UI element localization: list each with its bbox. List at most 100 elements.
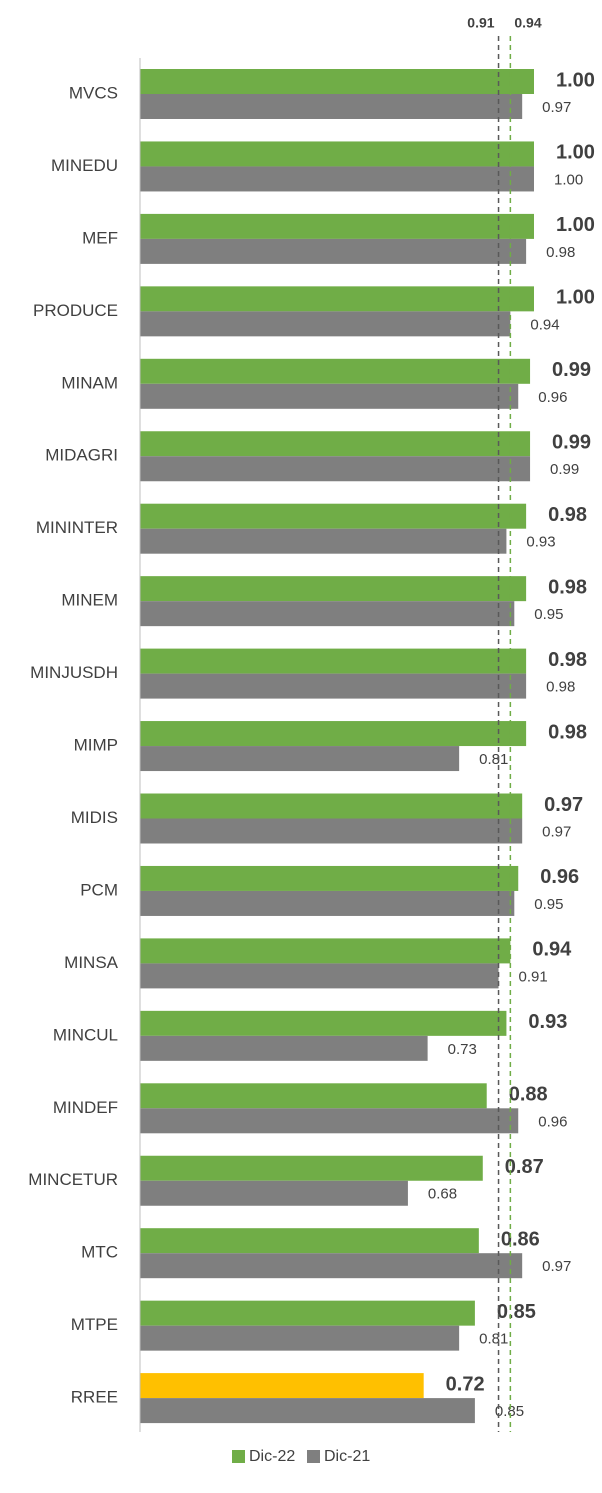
bar bbox=[140, 1325, 460, 1351]
value-label: 0.72 bbox=[446, 1373, 485, 1395]
reference-label: 0.94 bbox=[514, 15, 541, 31]
category-label: MINDEF bbox=[53, 1098, 118, 1117]
value-label: 0.87 bbox=[505, 1156, 544, 1178]
bar bbox=[140, 1180, 408, 1206]
bar bbox=[140, 94, 523, 119]
category-label: RREE bbox=[71, 1388, 118, 1407]
value-label: 0.97 bbox=[544, 794, 583, 816]
bar bbox=[140, 238, 527, 264]
bar bbox=[140, 1253, 523, 1279]
value-label: 0.88 bbox=[509, 1084, 548, 1106]
bar bbox=[140, 1083, 487, 1109]
category-label: MINSA bbox=[64, 953, 119, 972]
bar bbox=[140, 865, 519, 891]
value-label: 0.98 bbox=[548, 649, 587, 671]
bar bbox=[140, 286, 534, 312]
value-label: 0.97 bbox=[542, 99, 571, 116]
value-label: 0.98 bbox=[548, 721, 587, 743]
bar bbox=[140, 1035, 428, 1061]
value-label: 0.94 bbox=[530, 316, 559, 333]
value-label: 0.86 bbox=[501, 1228, 540, 1250]
bar bbox=[140, 431, 531, 457]
value-label: 0.81 bbox=[479, 751, 508, 768]
bar bbox=[140, 383, 519, 409]
bar bbox=[140, 1010, 507, 1036]
category-label: MININTER bbox=[36, 518, 118, 537]
bar bbox=[140, 601, 515, 627]
bar bbox=[140, 166, 534, 192]
value-label: 0.99 bbox=[550, 461, 579, 478]
category-label: MINCUL bbox=[53, 1025, 118, 1044]
value-label: 1.00 bbox=[556, 214, 595, 236]
value-label: 0.98 bbox=[546, 244, 575, 261]
value-label: 1.00 bbox=[556, 287, 595, 309]
category-label: MTC bbox=[81, 1243, 118, 1262]
bar bbox=[140, 673, 527, 699]
value-label: 0.97 bbox=[542, 823, 571, 840]
bar bbox=[140, 528, 507, 554]
legend-swatch bbox=[232, 1450, 245, 1463]
bar bbox=[140, 1398, 475, 1424]
value-label: 0.95 bbox=[534, 606, 563, 623]
value-label: 0.96 bbox=[538, 1113, 567, 1130]
value-label: 0.91 bbox=[519, 968, 548, 985]
category-label: MINJUSDH bbox=[30, 663, 118, 682]
bar bbox=[140, 1155, 483, 1181]
value-label: 0.99 bbox=[552, 432, 591, 454]
value-label: 0.85 bbox=[495, 1403, 524, 1420]
value-label: 0.94 bbox=[532, 939, 572, 961]
legend-swatch bbox=[307, 1450, 320, 1463]
bar bbox=[140, 746, 460, 772]
category-label: PCM bbox=[80, 880, 118, 899]
bar bbox=[140, 938, 511, 964]
value-label: 0.95 bbox=[534, 896, 563, 913]
value-label: 1.00 bbox=[554, 171, 583, 188]
bar bbox=[140, 721, 527, 747]
legend-label: Dic-22 bbox=[249, 1448, 295, 1465]
value-label: 0.97 bbox=[542, 1258, 571, 1275]
category-label: MEF bbox=[82, 228, 118, 247]
bar bbox=[140, 213, 534, 239]
value-label: 0.93 bbox=[528, 1011, 567, 1033]
category-label: MVCS bbox=[69, 83, 118, 102]
value-label: 0.85 bbox=[497, 1301, 536, 1323]
bar bbox=[140, 456, 531, 482]
bar bbox=[140, 793, 523, 819]
bar bbox=[140, 358, 531, 384]
value-label: 0.99 bbox=[552, 359, 591, 381]
bar bbox=[140, 1228, 479, 1254]
value-label: 0.98 bbox=[546, 679, 575, 696]
value-label: 0.93 bbox=[526, 534, 555, 551]
bar bbox=[140, 963, 499, 989]
reference-label: 0.91 bbox=[467, 15, 494, 31]
value-label: 1.00 bbox=[556, 142, 595, 164]
bar bbox=[140, 311, 511, 337]
bar bbox=[140, 1108, 519, 1134]
category-label: MTPE bbox=[71, 1315, 118, 1334]
value-label: 0.98 bbox=[548, 504, 587, 526]
category-label: MINCETUR bbox=[28, 1170, 118, 1189]
bar bbox=[140, 1373, 424, 1399]
bar bbox=[140, 69, 534, 94]
value-label: 0.81 bbox=[479, 1331, 508, 1348]
value-label: 1.00 bbox=[556, 69, 595, 91]
value-label: 0.96 bbox=[538, 389, 567, 406]
value-label: 0.96 bbox=[540, 866, 579, 888]
bar bbox=[140, 648, 527, 674]
category-label: MINEDU bbox=[51, 156, 118, 175]
value-label: 0.68 bbox=[428, 1186, 457, 1203]
category-label: MINEM bbox=[61, 591, 118, 610]
legend-label: Dic-21 bbox=[324, 1448, 370, 1465]
bar bbox=[140, 890, 515, 916]
category-label: PRODUCE bbox=[33, 301, 118, 320]
bar bbox=[140, 503, 527, 529]
category-label: MINAM bbox=[61, 373, 118, 392]
value-label: 0.73 bbox=[448, 1041, 477, 1058]
category-label: MIDIS bbox=[71, 808, 118, 827]
bar bbox=[140, 1300, 475, 1326]
category-label: MIDAGRI bbox=[45, 446, 118, 465]
bar bbox=[140, 576, 527, 602]
bar bbox=[140, 141, 534, 167]
bar bbox=[140, 818, 523, 844]
